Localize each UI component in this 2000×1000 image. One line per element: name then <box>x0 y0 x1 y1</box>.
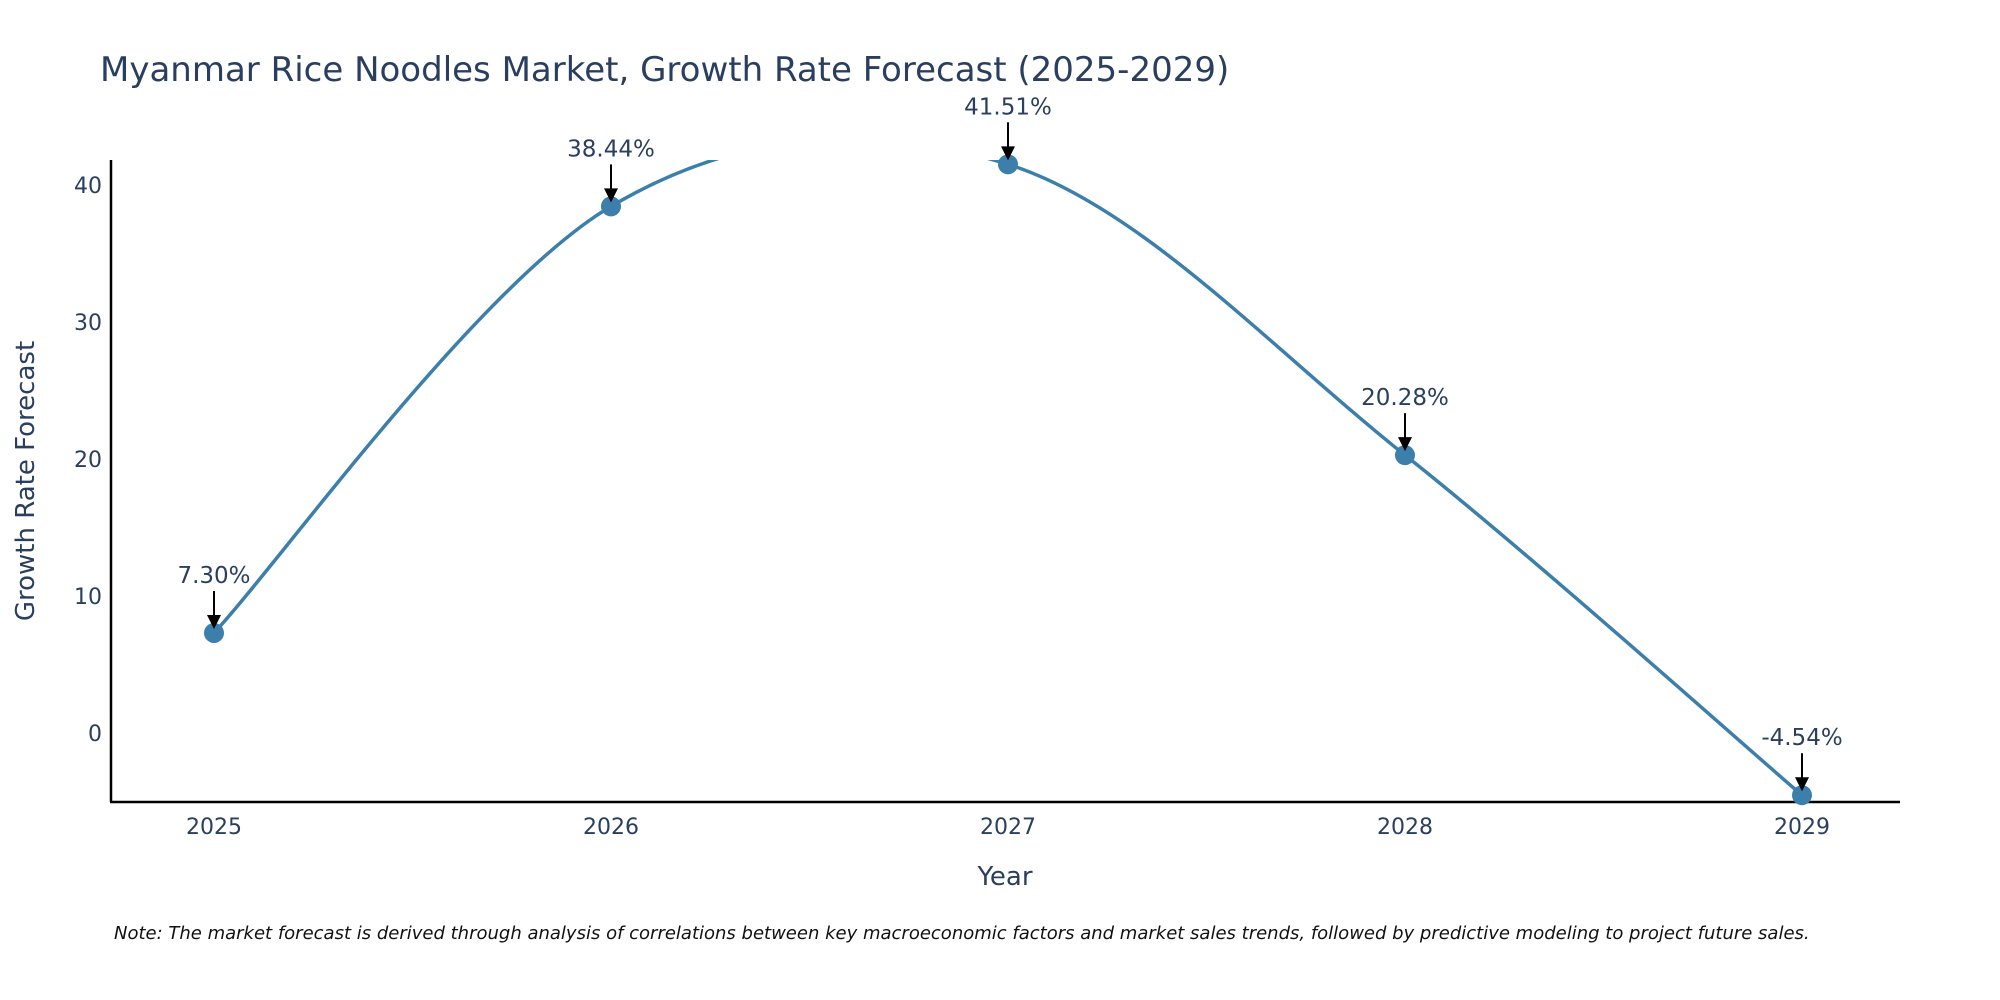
x-tick-label: 2027 <box>980 815 1036 840</box>
data-annotations: 7.30% 38.44% 41.51% 20.28% -4.54% <box>177 94 1843 792</box>
data-label: -4.54% <box>1761 725 1842 751</box>
data-point <box>998 154 1018 175</box>
data-point <box>601 196 621 217</box>
data-label: 38.44% <box>567 136 655 162</box>
x-tick-label: 2026 <box>583 815 639 840</box>
y-axis-ticks: 0 10 20 30 40 <box>74 174 102 747</box>
data-label: 41.51% <box>964 94 1052 120</box>
y-tick-label: 30 <box>74 311 102 336</box>
x-tick-label: 2025 <box>186 815 242 840</box>
series-line <box>212 160 1804 797</box>
y-tick-label: 20 <box>74 448 102 473</box>
chart-title: Myanmar Rice Noodles Market, Growth Rate… <box>100 50 1229 90</box>
x-tick-label: 2029 <box>1774 815 1830 840</box>
data-point <box>204 622 224 643</box>
annotation-arrowhead <box>604 188 618 203</box>
data-label: 7.30% <box>177 563 250 589</box>
annotation-arrowhead <box>1001 146 1015 161</box>
annotation-arrowhead <box>1795 777 1809 792</box>
data-point <box>1792 785 1812 806</box>
y-tick-label: 0 <box>88 722 102 747</box>
annotation-arrowhead <box>1398 437 1412 452</box>
data-markers <box>204 154 1812 806</box>
annotation-arrowhead <box>207 614 221 629</box>
x-tick-label: 2028 <box>1377 815 1433 840</box>
y-tick-label: 40 <box>74 174 102 199</box>
data-point <box>1395 445 1415 466</box>
x-axis-ticks: 2025 2026 2027 2028 2029 <box>186 815 1830 840</box>
x-axis-title: Year <box>976 862 1032 892</box>
data-label: 20.28% <box>1361 385 1449 411</box>
y-axis-title: Growth Rate Forecast <box>11 341 41 621</box>
y-tick-label: 10 <box>74 585 102 610</box>
forecast-note: Note: The market forecast is derived thr… <box>114 923 1810 944</box>
